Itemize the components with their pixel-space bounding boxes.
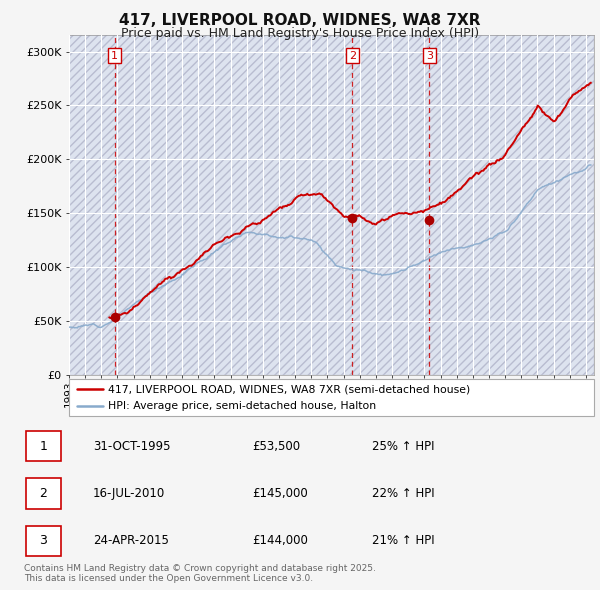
Text: Contains HM Land Registry data © Crown copyright and database right 2025.
This d: Contains HM Land Registry data © Crown c… bbox=[24, 563, 376, 583]
Text: HPI: Average price, semi-detached house, Halton: HPI: Average price, semi-detached house,… bbox=[109, 401, 377, 411]
Text: £145,000: £145,000 bbox=[252, 487, 308, 500]
Text: 3: 3 bbox=[40, 534, 47, 548]
Text: 3: 3 bbox=[426, 51, 433, 61]
Text: 22% ↑ HPI: 22% ↑ HPI bbox=[372, 487, 434, 500]
Text: 24-APR-2015: 24-APR-2015 bbox=[93, 534, 169, 548]
Text: 21% ↑ HPI: 21% ↑ HPI bbox=[372, 534, 434, 548]
Text: 417, LIVERPOOL ROAD, WIDNES, WA8 7XR: 417, LIVERPOOL ROAD, WIDNES, WA8 7XR bbox=[119, 13, 481, 28]
Text: 25% ↑ HPI: 25% ↑ HPI bbox=[372, 440, 434, 453]
Text: £144,000: £144,000 bbox=[252, 534, 308, 548]
Text: 1: 1 bbox=[111, 51, 118, 61]
Text: 2: 2 bbox=[349, 51, 356, 61]
Text: 16-JUL-2010: 16-JUL-2010 bbox=[93, 487, 165, 500]
Text: 1: 1 bbox=[40, 440, 47, 453]
Text: £53,500: £53,500 bbox=[252, 440, 300, 453]
Text: Price paid vs. HM Land Registry's House Price Index (HPI): Price paid vs. HM Land Registry's House … bbox=[121, 27, 479, 40]
Text: 31-OCT-1995: 31-OCT-1995 bbox=[93, 440, 170, 453]
Text: 417, LIVERPOOL ROAD, WIDNES, WA8 7XR (semi-detached house): 417, LIVERPOOL ROAD, WIDNES, WA8 7XR (se… bbox=[109, 384, 470, 394]
Text: 2: 2 bbox=[40, 487, 47, 500]
